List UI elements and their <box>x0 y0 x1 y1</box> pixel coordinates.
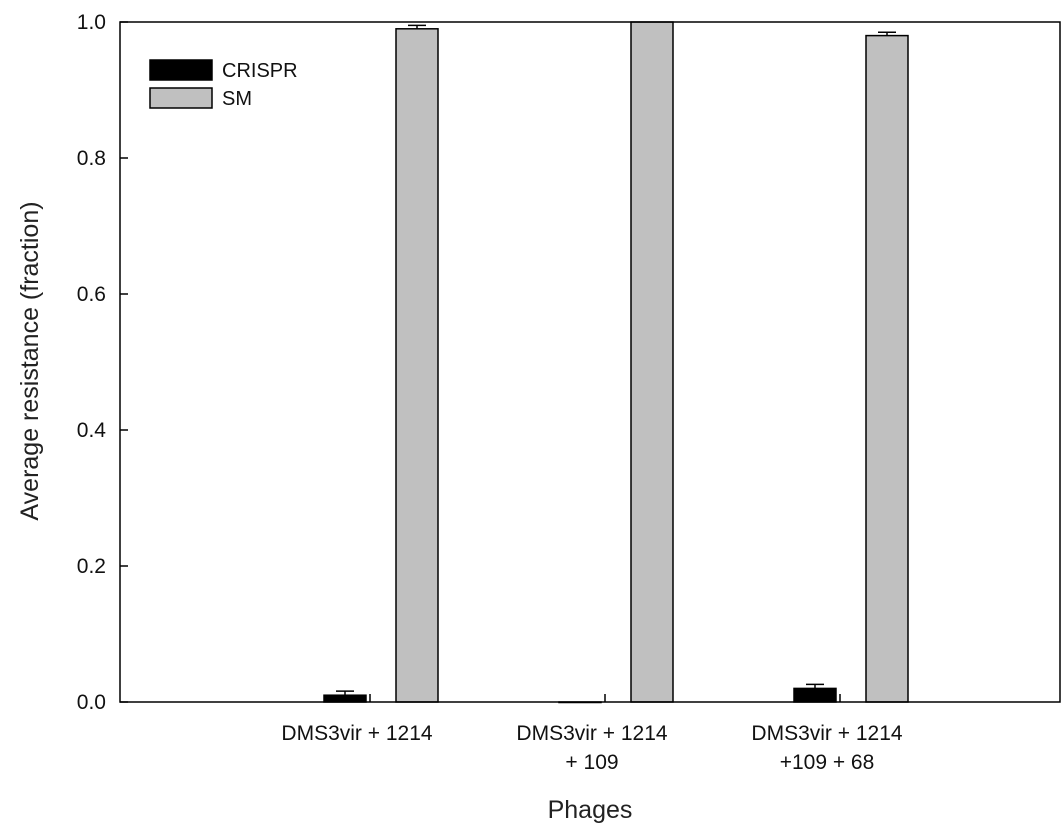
legend-swatch-crispr <box>149 59 213 81</box>
x-tick-label: +109 + 68 <box>780 751 875 774</box>
x-tick-label: DMS3vir + 1214 <box>281 722 432 745</box>
x-tick-label: DMS3vir + 1214 <box>516 722 667 745</box>
error-bars-layer <box>336 24 896 696</box>
x-axis-title: Phages <box>548 796 633 824</box>
y-axis-ticks: 0.0 0.2 0.4 0.6 0.8 1.0 <box>77 11 128 714</box>
bar-crispr <box>323 694 367 703</box>
x-tick-label: DMS3vir + 1214 <box>751 722 902 745</box>
legend: CRISPR SM <box>149 59 298 110</box>
bars-layer <box>323 21 909 704</box>
y-tick-label: 1.0 <box>77 11 106 34</box>
bar-sm <box>630 21 674 703</box>
bar-crispr <box>793 687 837 703</box>
legend-swatch-sm <box>149 87 213 109</box>
bar-sm <box>865 34 909 703</box>
y-tick-label: 0.4 <box>77 419 107 442</box>
y-tick-label: 0.8 <box>77 147 106 170</box>
legend-label-sm: SM <box>222 88 252 110</box>
x-tick-label: + 109 <box>565 751 618 774</box>
x-axis-ticks: DMS3vir + 1214 DMS3vir + 1214 + 109 DMS3vir… <box>281 694 903 774</box>
plot-frame <box>119 21 1061 703</box>
y-axis-title: Average resistance (fraction) <box>16 201 44 520</box>
y-tick-label: 0.0 <box>77 691 106 714</box>
bar-sm <box>395 28 439 703</box>
y-tick-label: 0.2 <box>77 555 106 578</box>
y-tick-label: 0.6 <box>77 283 106 306</box>
legend-label-crispr: CRISPR <box>222 60 298 82</box>
axes <box>119 21 1061 703</box>
